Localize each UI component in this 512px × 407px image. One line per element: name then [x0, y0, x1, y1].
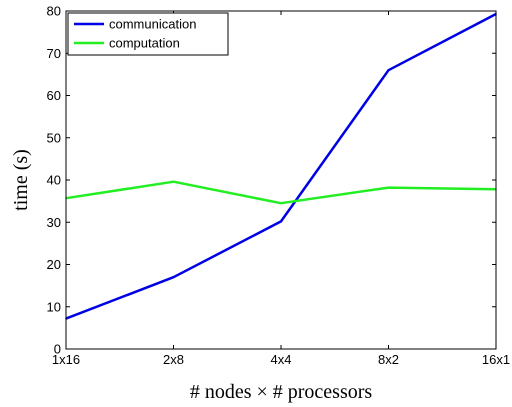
- y-tick-label: 40: [47, 173, 61, 188]
- x-axis-label: # nodes × # processors: [190, 381, 373, 403]
- data-point-computation: [172, 180, 175, 183]
- data-point-communication: [280, 220, 282, 223]
- x-tick-label: 2x8: [163, 352, 184, 367]
- legend-label-computation: computation: [109, 36, 180, 51]
- y-tick-label: 70: [47, 46, 61, 61]
- y-tick-label: 20: [47, 257, 61, 272]
- y-tick-label: 60: [47, 88, 61, 103]
- y-axis-label: time (s): [10, 149, 32, 211]
- y-tick-label: 80: [47, 4, 61, 19]
- x-tick-label: 4x4: [271, 352, 292, 367]
- ticks-layer: 0 10 20 30 40 50 60 70 80 1x16 2x8 4x4 8x2 16x1: [47, 4, 511, 368]
- x-tick-label: 16x1: [482, 352, 510, 367]
- legend: communication computation: [67, 12, 229, 56]
- y-tick-label: 50: [47, 130, 61, 145]
- data-point-communication: [387, 69, 390, 71]
- data-point-computation: [280, 202, 282, 205]
- plot-frame: [65, 10, 497, 350]
- y-tick-label: 10: [47, 299, 61, 314]
- legend-box: [67, 12, 229, 56]
- data-point-communication: [172, 276, 175, 278]
- data-point-computation: [387, 186, 390, 189]
- plot-area: [66, 11, 496, 349]
- legend-label-communication: communication: [109, 17, 196, 32]
- x-tick-label: 8x2: [378, 352, 399, 367]
- y-tick-label: 30: [47, 215, 61, 230]
- y-tick-label: 0: [54, 342, 61, 357]
- x-tick-label: 1x16: [52, 352, 80, 367]
